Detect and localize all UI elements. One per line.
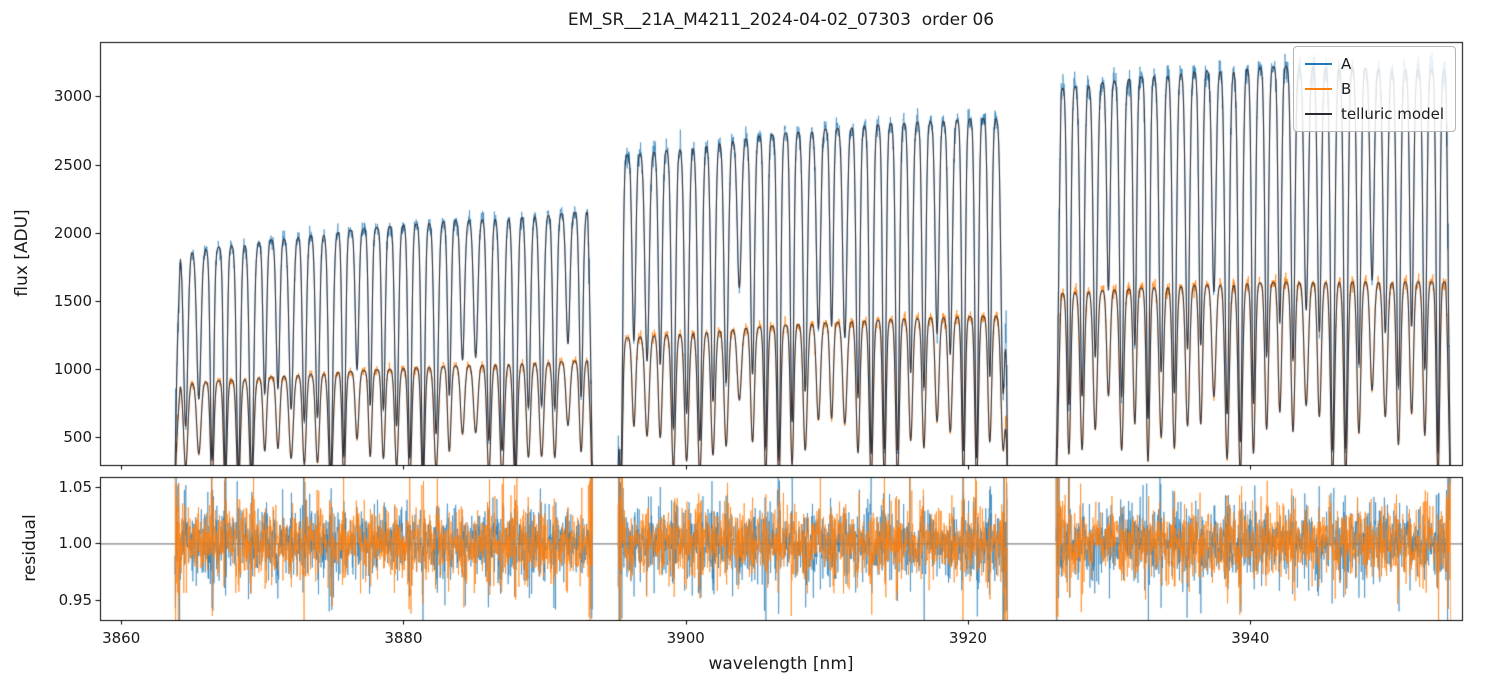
flux-axis-label: flux [ADU]	[12, 209, 32, 297]
residual-tick-label: 1.05	[58, 478, 92, 497]
x-tick-label: 3920	[948, 629, 988, 647]
legend-label: A	[1340, 55, 1352, 73]
legend-label: telluric model	[1340, 105, 1444, 123]
legend-item: B	[1304, 80, 1444, 98]
flux-tick-label: 1500	[53, 291, 92, 310]
legend-line-icon	[1304, 63, 1332, 65]
x-tick-label: 3900	[666, 629, 705, 647]
residual-axis-label: residual	[20, 514, 40, 582]
x-tick-label: 3880	[384, 629, 423, 647]
residual-tick-label: 0.95	[58, 590, 92, 609]
flux-tick-label: 2000	[53, 223, 92, 242]
legend-label: B	[1340, 80, 1352, 98]
flux-tick-label: 3000	[53, 87, 92, 106]
legend-line-icon	[1304, 88, 1332, 90]
chart-title: EM_SR__21A_M4211_2024-04-02_07303 order …	[567, 10, 995, 30]
flux-tick-label: 2500	[53, 155, 92, 174]
legend-item: A	[1304, 55, 1444, 73]
legend-line-icon	[1304, 113, 1332, 115]
flux-tick-label: 1000	[53, 359, 92, 378]
x-tick-label: 3940	[1231, 629, 1270, 647]
x-tick-label: 3860	[102, 629, 141, 647]
wavelength-axis-label: wavelength [nm]	[708, 654, 854, 674]
legend-item: telluric model	[1304, 105, 1444, 123]
residual-tick-label: 1.00	[58, 534, 92, 553]
flux-tick-label: 500	[63, 428, 92, 447]
